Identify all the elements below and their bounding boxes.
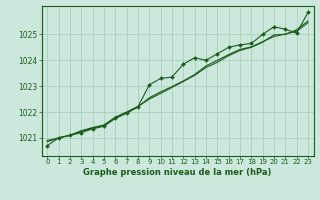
X-axis label: Graphe pression niveau de la mer (hPa): Graphe pression niveau de la mer (hPa)	[84, 168, 272, 177]
